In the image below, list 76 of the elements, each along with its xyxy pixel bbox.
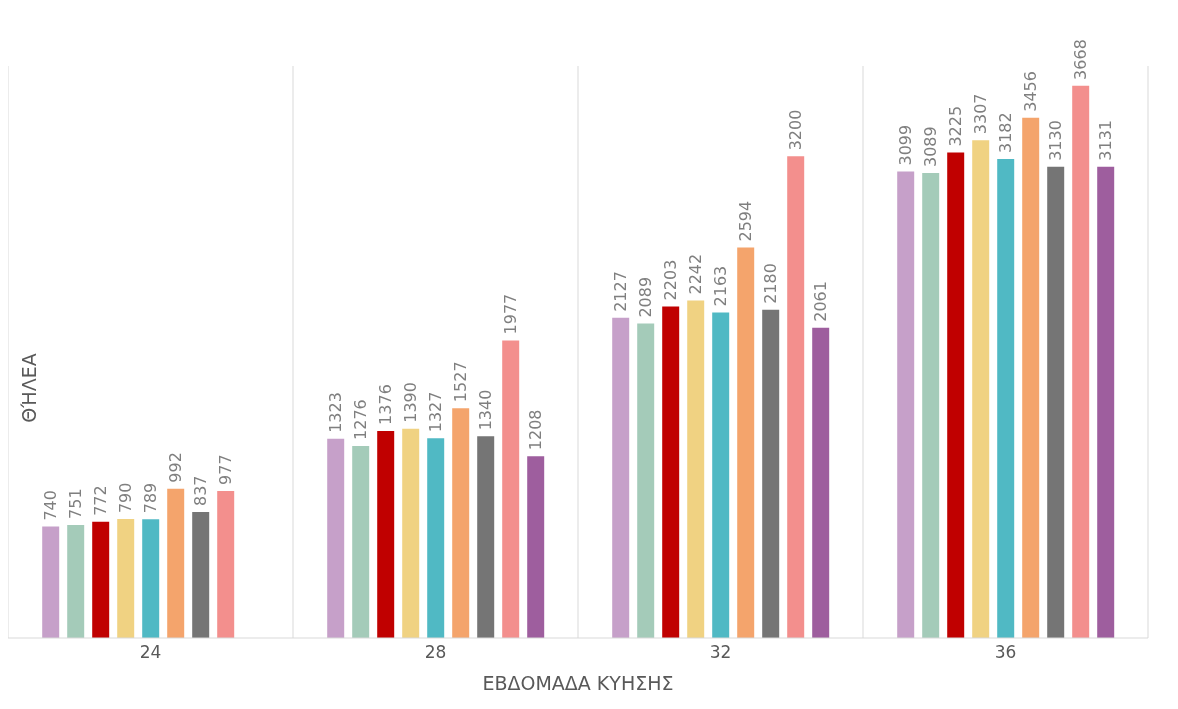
bar: [922, 173, 940, 638]
bar: [687, 300, 705, 638]
data-label: 1276: [350, 399, 370, 440]
data-label: 1376: [375, 384, 395, 425]
data-label: 3182: [995, 112, 1015, 154]
data-label: 2089: [635, 276, 655, 318]
bar: [502, 340, 520, 638]
bar: [897, 171, 915, 638]
x-tick-label: 28: [424, 642, 447, 663]
bar: [1022, 117, 1040, 638]
data-label: 1208: [525, 409, 545, 451]
data-label: 3668: [1070, 39, 1090, 80]
bar: [1097, 166, 1115, 638]
bar: [402, 428, 420, 638]
bar: [787, 156, 805, 638]
data-label: 3456: [1020, 71, 1040, 112]
data-label: 3130: [1045, 120, 1065, 161]
data-label: 837: [190, 475, 210, 507]
bar: [762, 309, 780, 638]
bar: [167, 488, 185, 638]
x-axis-title: ΕΒΔΟΜΑΔΑ ΚΥΗΣΗΣ: [482, 672, 674, 694]
bar: [327, 438, 345, 638]
bar: [997, 159, 1015, 638]
bar: [637, 323, 655, 638]
bar: [217, 490, 235, 638]
data-label: 3225: [945, 105, 965, 147]
data-label: 3089: [920, 126, 940, 168]
x-tick-label: 24: [139, 642, 162, 663]
bar: [117, 519, 135, 638]
data-label: 790: [115, 482, 135, 514]
bar: [527, 456, 545, 638]
data-label: 789: [140, 482, 160, 514]
data-label: 1527: [450, 361, 470, 403]
bar: [712, 312, 730, 638]
data-label: 1340: [475, 389, 495, 431]
data-label: 2180: [760, 263, 780, 304]
bar: [42, 526, 60, 638]
data-label: 1977: [500, 293, 520, 335]
bar: [972, 140, 990, 638]
data-label: 2203: [660, 259, 680, 301]
data-label: 3131: [1095, 119, 1115, 161]
data-label: 3099: [895, 124, 915, 166]
bar: [352, 445, 370, 638]
data-label: 2594: [735, 200, 755, 242]
data-label: 751: [65, 488, 85, 519]
data-label: 992: [165, 452, 185, 483]
bar: [812, 327, 830, 638]
bar: [92, 521, 110, 638]
data-label: 2061: [810, 281, 830, 322]
bar: [192, 512, 210, 638]
bar: [377, 430, 395, 638]
data-label: 2163: [710, 265, 730, 307]
bar: [427, 438, 445, 638]
data-label: 2242: [685, 253, 705, 295]
bar: [662, 306, 680, 638]
bar: [452, 408, 470, 638]
bar: [477, 436, 495, 638]
bar: [737, 247, 755, 638]
bar: [1072, 85, 1090, 638]
data-label: 772: [90, 485, 110, 516]
data-label: 740: [40, 490, 60, 521]
data-label: 1327: [425, 391, 445, 433]
bar: [612, 317, 630, 638]
data-label: 1390: [400, 382, 420, 423]
data-label: 1323: [325, 392, 345, 433]
y-axis-title: ΘΉΛΕΑ: [18, 353, 40, 423]
x-tick-label: 32: [709, 642, 732, 663]
data-label: 3307: [970, 93, 990, 135]
bar: [947, 152, 965, 638]
data-label: 977: [215, 454, 235, 485]
bar: [1047, 166, 1065, 638]
data-label: 3200: [785, 109, 805, 151]
data-label: 2127: [610, 271, 630, 312]
bar: [142, 519, 160, 638]
bar: [67, 524, 85, 638]
x-tick-label: 36: [994, 642, 1017, 663]
